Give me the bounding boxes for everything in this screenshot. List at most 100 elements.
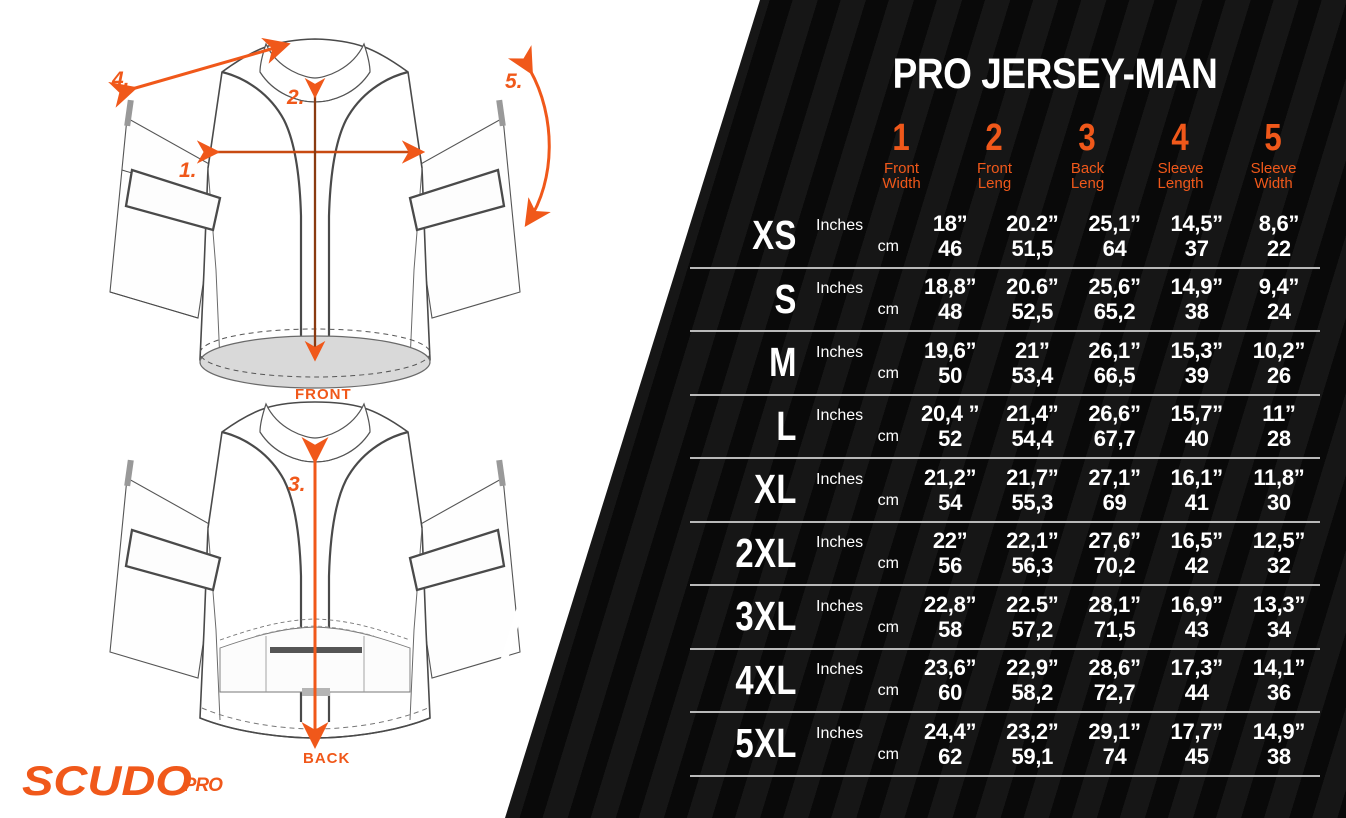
- size-label: 4XL: [735, 656, 797, 703]
- back-view-label: BACK: [303, 750, 351, 767]
- measurement-cell: 17,7” 45: [1156, 719, 1238, 769]
- measurement-cm: 50: [938, 362, 963, 388]
- measurement-inches: 9,4”: [1258, 274, 1300, 300]
- measurement-cm: 44: [1184, 680, 1209, 706]
- unit-cm-label: cm: [877, 491, 899, 509]
- measure-marker-3: 3.: [288, 473, 306, 496]
- measurement-cell: 25,6” 65,2: [1073, 274, 1155, 324]
- value-columns: 19,6” 50 21” 53,4 26,1” 66,5 15,3” 39 10,2” 26: [909, 338, 1320, 388]
- unit-inches-label: Inches: [816, 343, 864, 361]
- column-header-2: 2 Front Leng: [948, 118, 1041, 191]
- value-columns: 20,4 ” 52 21,4” 54,4 26,6” 67,7 15,7” 40 11” 28: [909, 401, 1320, 451]
- measurement-inches: 25,1”: [1088, 210, 1141, 236]
- measurement-inches: 20.2”: [1006, 210, 1059, 236]
- measurement-cell: 17,3” 44: [1156, 655, 1238, 705]
- measurement-cm: 52,5: [1011, 299, 1054, 325]
- measurement-cell: 22,9” 58,2: [991, 655, 1073, 705]
- measurement-inches: 11,8”: [1253, 464, 1305, 490]
- measurement-inches: 22,9”: [1006, 655, 1059, 681]
- measurement-cell: 18” 46: [909, 211, 991, 261]
- measurement-cm: 60: [938, 680, 963, 706]
- unit-column: Inches cm: [804, 723, 909, 765]
- measurement-cm: 46: [938, 235, 963, 261]
- measurement-cell: 19,6” 50: [909, 338, 991, 388]
- unit-inches-label: Inches: [816, 597, 864, 615]
- measurement-inches: 27,6”: [1088, 528, 1141, 554]
- measurement-inches: 24,4”: [923, 718, 977, 744]
- measurement-cm: 65,2: [1093, 299, 1136, 325]
- back-measure-arrows: [301, 437, 329, 749]
- measurement-inches: 20,4 ”: [921, 401, 980, 427]
- measurement-cell: 28,6” 72,7: [1073, 655, 1155, 705]
- unit-cm-label: cm: [877, 237, 899, 255]
- measurement-inches: 16,1”: [1170, 464, 1224, 490]
- measurement-cm: 74: [1102, 743, 1127, 769]
- measurement-inches: 15,7”: [1170, 401, 1224, 427]
- measurement-cm: 53,4: [1011, 362, 1054, 388]
- measurement-cell: 11,8” 30: [1238, 465, 1320, 515]
- measurement-inches: 16,5”: [1170, 528, 1224, 554]
- value-columns: 18,8” 48 20.6” 52,5 25,6” 65,2 14,9” 38 9,4” 24: [909, 274, 1320, 324]
- measurement-inches: 13,3”: [1252, 591, 1306, 617]
- measurement-cell: 23,2” 59,1: [991, 719, 1073, 769]
- measurement-cm: 58,2: [1011, 680, 1054, 706]
- measurement-inches: 14,5”: [1170, 210, 1224, 236]
- measurement-inches: 22,8”: [923, 591, 977, 617]
- column-header-label: Front Leng: [976, 160, 1012, 192]
- column-header-label: Back Leng: [1070, 160, 1105, 192]
- measurement-cell: 21” 53,4: [991, 338, 1073, 388]
- measurement-cell: 15,7” 40: [1156, 401, 1238, 451]
- measurement-inches: 12,5”: [1252, 528, 1306, 554]
- unit-inches-label: Inches: [816, 724, 864, 742]
- measurement-inches: 16,9”: [1170, 591, 1224, 617]
- measurement-cm: 52: [938, 426, 963, 452]
- measurement-cm: 43: [1184, 616, 1209, 642]
- measurement-cm: 54,4: [1011, 426, 1054, 452]
- measurement-cm: 56: [938, 553, 963, 579]
- unit-column: Inches cm: [804, 469, 909, 511]
- unit-column: Inches cm: [804, 532, 909, 574]
- unit-column: Inches cm: [804, 215, 909, 257]
- value-columns: 18” 46 20.2” 51,5 25,1” 64 14,5” 37 8,6” 22: [909, 211, 1320, 261]
- measurement-cell: 22,1” 56,3: [991, 528, 1073, 578]
- measurement-cell: 26,6” 67,7: [1073, 401, 1155, 451]
- unit-cm-label: cm: [877, 618, 899, 636]
- measurement-inches: 14,9”: [1252, 718, 1306, 744]
- measurement-cell: 13,3” 34: [1238, 592, 1320, 642]
- column-header-5: 5 Sleeve Width: [1227, 118, 1320, 191]
- column-header-number: 1: [892, 117, 911, 159]
- table-row: 2XL Inches cm 22” 56 22,1” 56,3 27,6” 70,2 16,5” 4…: [690, 523, 1320, 586]
- measurement-cm: 40: [1184, 426, 1209, 452]
- unit-inches-label: Inches: [816, 280, 864, 298]
- measurement-inches: 20.6”: [1006, 274, 1059, 300]
- unit-cm-label: cm: [877, 301, 899, 319]
- measurement-inches: 8,6”: [1258, 210, 1300, 236]
- table-row: XS Inches cm 18” 46 20.2” 51,5 25,1” 64 14,5” 37 8,…: [690, 205, 1320, 269]
- measurement-cell: 14,9” 38: [1238, 719, 1320, 769]
- measurement-cm: 37: [1184, 235, 1209, 261]
- measure-marker-1: 1.: [179, 159, 197, 182]
- column-headers: 1 Front Width 2 Front Leng 3 Back Leng 4 Sleeve Len…: [855, 118, 1320, 191]
- measurement-cell: 25,1” 64: [1073, 211, 1155, 261]
- measurement-inches: 18”: [932, 210, 968, 236]
- measurement-cm: 57,2: [1011, 616, 1054, 642]
- size-label: 2XL: [735, 529, 797, 576]
- measurement-cm: 26: [1266, 362, 1291, 388]
- measurement-cell: 8,6” 22: [1238, 211, 1320, 261]
- measurement-cell: 14,9” 38: [1156, 274, 1238, 324]
- measurement-cm: 32: [1266, 553, 1291, 579]
- measurement-cm: 55,3: [1011, 489, 1054, 515]
- measurement-cell: 21,7” 55,3: [991, 465, 1073, 515]
- unit-inches-label: Inches: [816, 534, 864, 552]
- measurement-cell: 29,1” 74: [1073, 719, 1155, 769]
- value-columns: 22” 56 22,1” 56,3 27,6” 70,2 16,5” 42 12,5” 32: [909, 528, 1320, 578]
- measurement-cm: 48: [938, 299, 963, 325]
- unit-cm-label: cm: [877, 555, 899, 573]
- measurement-cell: 12,5” 32: [1238, 528, 1320, 578]
- column-header-number: 2: [985, 117, 1004, 159]
- measurement-cm: 39: [1184, 362, 1209, 388]
- measurement-cell: 9,4” 24: [1238, 274, 1320, 324]
- size-label: 5XL: [735, 720, 797, 767]
- measurement-cell: 27,1” 69: [1073, 465, 1155, 515]
- measurement-inches: 28,1”: [1088, 591, 1141, 617]
